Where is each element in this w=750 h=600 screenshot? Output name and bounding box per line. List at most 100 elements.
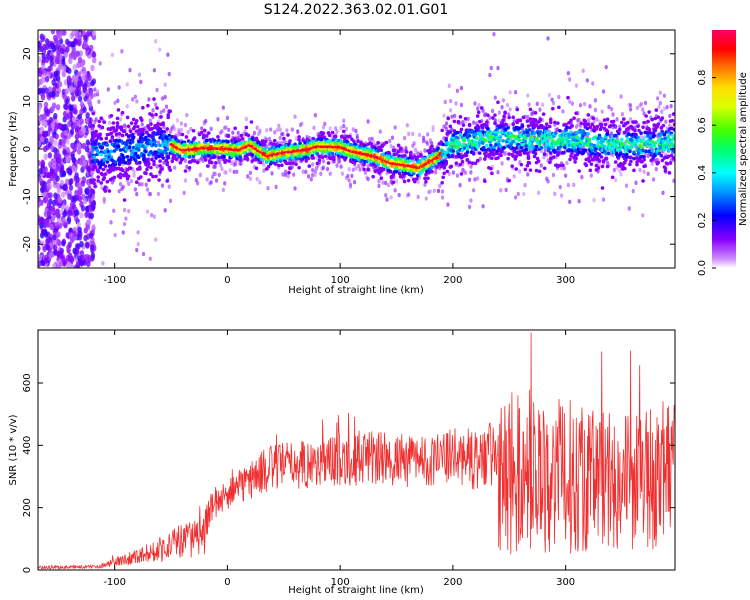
spectrogram-cell <box>514 167 519 171</box>
spectrogram-cell <box>40 87 46 94</box>
spectrogram-cell <box>75 261 80 268</box>
spectrogram-cell <box>576 136 580 140</box>
spectrogram-cell <box>454 141 459 146</box>
spectrogram-cell <box>515 107 520 112</box>
spectrogram-cell <box>588 168 593 173</box>
spectrogram-cell <box>447 155 452 159</box>
spectrogram-cell <box>412 141 416 146</box>
spectrogram-cell <box>246 133 251 138</box>
spectrogram-cell <box>258 160 263 165</box>
spectrogram-cell <box>142 154 146 158</box>
spectrogram-cell <box>164 104 169 109</box>
spectrogram-cell <box>542 152 547 156</box>
spectrogram-cell <box>476 106 480 111</box>
spectrogram-cell <box>412 158 416 164</box>
spectrogram-cell <box>321 125 326 130</box>
spectrogram-cell <box>366 176 370 182</box>
spectrogram-cell <box>338 159 342 164</box>
spectrogram-cell <box>164 151 168 155</box>
spectrogram-cell <box>204 118 208 124</box>
spectrogram-cell <box>330 130 335 135</box>
spectrogram-cell <box>586 113 591 117</box>
spectrogram-cell <box>77 56 83 64</box>
spectrogram-cell <box>355 133 359 138</box>
spectrogram-cell <box>557 105 561 110</box>
spectrogram-cell <box>134 119 139 123</box>
spectrogram-cell <box>527 161 532 165</box>
spectrogram-cell <box>69 128 75 136</box>
spectrogram-cell <box>281 172 285 177</box>
spectrogram-cell <box>384 180 388 186</box>
spectrogram-cell <box>403 135 407 141</box>
spectrogram-cell <box>226 134 230 138</box>
spectrogram-cell <box>219 162 223 168</box>
spectrogram-cell <box>566 182 570 188</box>
spectrogram-cell <box>574 83 579 88</box>
spectrogram-cell <box>504 187 508 193</box>
spectrogram-cell <box>561 142 565 147</box>
spectrogram-cell <box>72 107 77 114</box>
spectrogram-cell <box>412 155 417 159</box>
spectrogram-cell <box>375 152 380 157</box>
spectrogram-cell <box>66 261 72 268</box>
spectrogram-cell <box>43 153 48 161</box>
spectrogram-cell <box>565 125 569 130</box>
spectrogram-cell <box>43 197 49 204</box>
spectrogram-cell <box>582 101 587 107</box>
spectrogram-cell <box>493 121 497 126</box>
spectrogram-cell <box>502 145 506 150</box>
spectrogram-cell <box>81 142 87 150</box>
spectrogram-cell <box>134 129 139 133</box>
spectrogram-cell <box>139 79 143 85</box>
spectrogram-cell <box>447 83 451 89</box>
spectrogram-cell <box>536 159 541 163</box>
spectrogram-cell <box>205 143 210 147</box>
spectrogram-cell <box>525 151 530 156</box>
spectrogram-cell <box>57 64 62 71</box>
spectrogram-cell <box>588 154 593 159</box>
spectrogram-cell <box>321 165 326 170</box>
spectrogram-cell <box>569 154 573 158</box>
spectrogram-cell <box>396 149 401 154</box>
spectrogram-cell <box>163 94 167 100</box>
spectrogram-cell <box>566 95 570 100</box>
spectrogram-cell <box>96 169 101 174</box>
spectrogram-cell <box>244 125 249 130</box>
spectrogram-cell <box>601 89 606 94</box>
spectrogram-cell <box>132 169 136 175</box>
spectrogram-cell <box>282 139 286 144</box>
spectrogram-cell <box>533 118 538 122</box>
spectrogram-cell <box>467 204 472 210</box>
spectrogram-cell <box>168 168 173 172</box>
spectrogram-cell <box>196 181 200 186</box>
spectrogram-cell <box>486 113 490 117</box>
spectrogram-cell <box>582 122 587 126</box>
spectrogram-cell <box>158 159 162 163</box>
spectrogram-cell <box>116 108 121 112</box>
spectrogram-cell <box>306 156 311 161</box>
spectrogram-cell <box>237 138 242 143</box>
spectrogram-cell <box>501 138 505 143</box>
spectrogram-cell <box>476 125 481 130</box>
spectrogram-cell <box>61 240 66 247</box>
spectrogram-cell <box>117 85 121 90</box>
spectrogram-cell <box>591 81 595 86</box>
spectrogram-cell <box>107 152 112 156</box>
spectrogram-cell <box>611 112 615 117</box>
spectrogram-cell <box>61 170 66 178</box>
spectrogram-cell <box>38 70 43 77</box>
spectrogram-cell <box>391 180 396 185</box>
spectrogram-cell <box>527 146 532 150</box>
spectrogram-cell <box>94 138 98 143</box>
spectrogram-cell <box>40 186 45 194</box>
spectrogram-cell <box>48 161 53 168</box>
spectrogram-cell <box>526 133 531 137</box>
spectrogram-cell <box>573 160 577 164</box>
spectrogram-cell <box>217 172 221 178</box>
spectrogram-cell <box>514 154 519 159</box>
spectrogram-cell <box>38 245 41 252</box>
spectrogram-cell <box>288 161 292 166</box>
spectrogram-cell <box>50 30 56 35</box>
spectrogram-cell <box>479 106 484 110</box>
